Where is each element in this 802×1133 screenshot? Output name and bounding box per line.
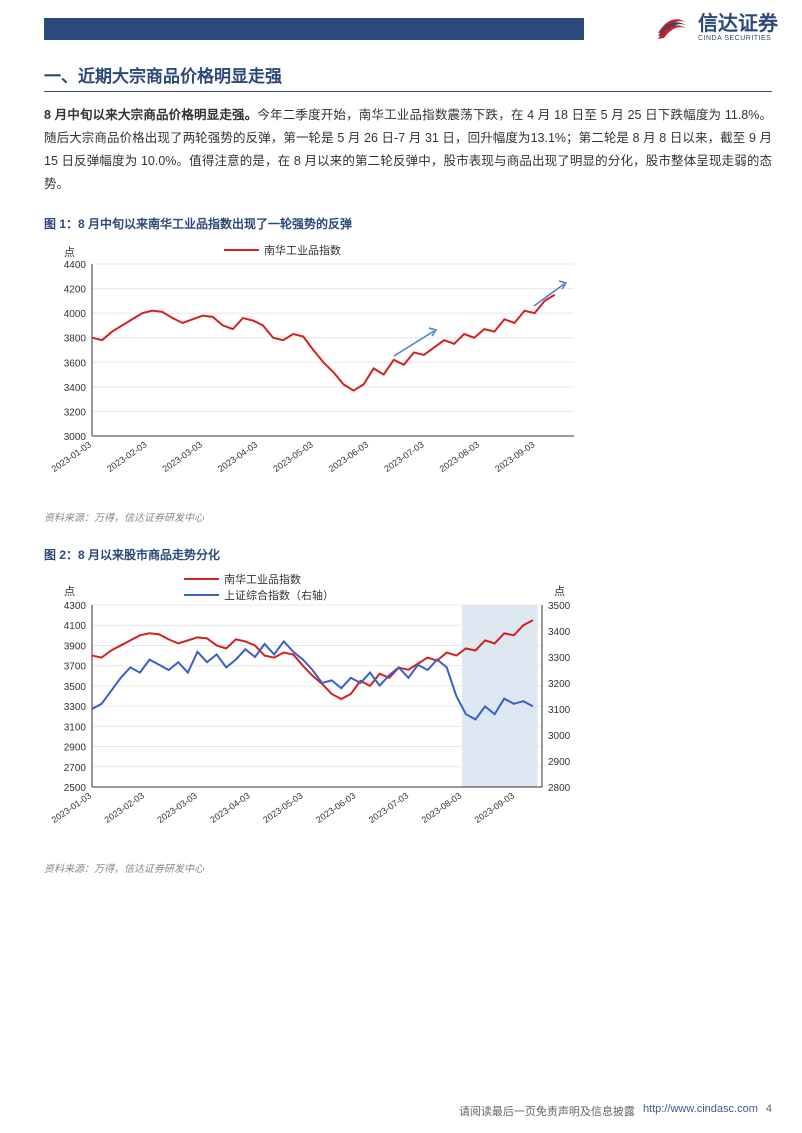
svg-text:2023-07-03: 2023-07-03 [382, 439, 425, 474]
svg-text:南华工业品指数: 南华工业品指数 [264, 243, 341, 257]
svg-text:2023-06-03: 2023-06-03 [327, 439, 370, 474]
svg-text:南华工业品指数: 南华工业品指数 [224, 572, 301, 586]
chart-1-svg: 点南华工业品指数30003200340036003800400042004400… [44, 236, 584, 496]
brand-swirl-icon [652, 8, 692, 48]
svg-text:4300: 4300 [64, 601, 87, 612]
figure-2-chart: 点点南华工业品指数上证综合指数（右轴）250027002900310033003… [44, 567, 584, 852]
svg-text:2023-04-03: 2023-04-03 [216, 439, 259, 474]
svg-text:2023-05-03: 2023-05-03 [271, 439, 314, 474]
body-bold-lead: 8 月中旬以来大宗商品价格明显走强。 [44, 108, 257, 122]
svg-text:3000: 3000 [548, 731, 571, 742]
svg-text:3300: 3300 [64, 702, 87, 713]
footer-url: http://www.cindasc.com [643, 1103, 758, 1119]
svg-text:2023-01-03: 2023-01-03 [50, 439, 93, 474]
svg-text:2023-07-03: 2023-07-03 [367, 790, 410, 825]
svg-text:2800: 2800 [548, 783, 571, 794]
svg-text:2023-03-03: 2023-03-03 [155, 790, 198, 825]
svg-text:3200: 3200 [548, 679, 571, 690]
brand-logo-area: 信达证券 CINDA SECURITIES [652, 8, 778, 48]
svg-text:3400: 3400 [548, 627, 571, 638]
svg-text:上证综合指数（右轴）: 上证综合指数（右轴） [224, 588, 334, 602]
figure-1: 图 1：8 月中旬以来南华工业品指数出现了一轮强势的反弹 点南华工业品指数300… [44, 215, 772, 524]
header-bar [44, 18, 584, 40]
page-footer: 请阅读最后一页免责声明及信息披露 http://www.cindasc.com … [44, 1103, 772, 1119]
svg-text:3500: 3500 [548, 601, 571, 612]
brand-name-en: CINDA SECURITIES [698, 35, 778, 42]
figure-2-source: 资料来源：万得，信达证券研发中心 [44, 860, 772, 875]
footer-page-number: 4 [766, 1103, 772, 1119]
chart-2-svg: 点点南华工业品指数上证综合指数（右轴）250027002900310033003… [44, 567, 584, 847]
figure-2-title: 图 2：8 月以来股市商品走势分化 [44, 546, 772, 563]
svg-text:4000: 4000 [64, 309, 87, 320]
svg-text:4100: 4100 [64, 621, 87, 632]
main-content: 一、近期大宗商品价格明显走强 8 月中旬以来大宗商品价格明显走强。今年二季度开始… [44, 62, 772, 897]
svg-text:2023-09-03: 2023-09-03 [493, 439, 536, 474]
svg-text:2023-02-03: 2023-02-03 [103, 790, 146, 825]
figure-2: 图 2：8 月以来股市商品走势分化 点点南华工业品指数上证综合指数（右轴）250… [44, 546, 772, 875]
svg-text:3100: 3100 [548, 705, 571, 716]
svg-text:3100: 3100 [64, 722, 87, 733]
svg-text:2023-08-03: 2023-08-03 [420, 790, 463, 825]
svg-text:3400: 3400 [64, 382, 87, 393]
svg-text:2023-02-03: 2023-02-03 [105, 439, 148, 474]
svg-text:3500: 3500 [64, 681, 87, 692]
svg-text:2900: 2900 [548, 757, 571, 768]
svg-text:3200: 3200 [64, 407, 87, 418]
svg-text:2023-09-03: 2023-09-03 [473, 790, 516, 825]
svg-text:点: 点 [554, 585, 565, 598]
svg-text:2023-04-03: 2023-04-03 [208, 790, 251, 825]
svg-text:3800: 3800 [64, 333, 87, 344]
section-body: 8 月中旬以来大宗商品价格明显走强。今年二季度开始，南华工业品指数震荡下跌，在 … [44, 104, 772, 197]
svg-text:3700: 3700 [64, 661, 87, 672]
svg-text:2023-03-03: 2023-03-03 [161, 439, 204, 474]
svg-text:3900: 3900 [64, 641, 87, 652]
svg-text:3300: 3300 [548, 653, 571, 664]
svg-text:4400: 4400 [64, 260, 87, 271]
brand-name-cn: 信达证券 [698, 14, 778, 35]
svg-text:4200: 4200 [64, 284, 87, 295]
figure-1-chart: 点南华工业品指数30003200340036003800400042004400… [44, 236, 584, 501]
svg-text:2023-05-03: 2023-05-03 [261, 790, 304, 825]
section-heading: 一、近期大宗商品价格明显走强 [44, 62, 772, 92]
footer-disclaimer: 请阅读最后一页免责声明及信息披露 [459, 1103, 635, 1119]
svg-text:3600: 3600 [64, 358, 87, 369]
svg-text:点: 点 [64, 246, 75, 259]
svg-text:点: 点 [64, 585, 75, 598]
svg-text:2023-08-03: 2023-08-03 [438, 439, 481, 474]
figure-1-source: 资料来源：万得，信达证券研发中心 [44, 509, 772, 524]
svg-text:2023-01-03: 2023-01-03 [50, 790, 93, 825]
svg-text:2023-06-03: 2023-06-03 [314, 790, 357, 825]
figure-1-title: 图 1：8 月中旬以来南华工业品指数出现了一轮强势的反弹 [44, 215, 772, 232]
svg-text:2700: 2700 [64, 762, 87, 773]
svg-text:2900: 2900 [64, 742, 87, 753]
